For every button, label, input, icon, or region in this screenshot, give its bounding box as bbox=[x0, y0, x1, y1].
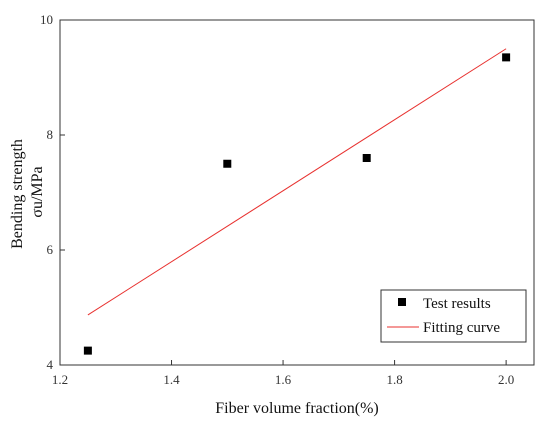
y-tick-label: 4 bbox=[47, 357, 54, 372]
x-tick-label: 1.2 bbox=[52, 372, 68, 387]
y-axis-title-line-2: σu/MPa bbox=[29, 166, 46, 217]
y-tick-label: 6 bbox=[47, 242, 54, 257]
test-result-point bbox=[502, 53, 511, 62]
test-result-point bbox=[83, 346, 92, 355]
y-tick-label: 10 bbox=[40, 12, 53, 27]
legend-marker-test-results bbox=[398, 298, 406, 306]
x-axis-ticks: 1.2 1.4 1.6 1.8 2.0 bbox=[52, 360, 514, 387]
series-layer bbox=[83, 48, 511, 355]
test-result-point bbox=[223, 159, 232, 168]
y-axis-title: Bending strength σu/MPa bbox=[9, 135, 46, 249]
y-tick-label: 8 bbox=[47, 127, 54, 142]
x-tick-label: 1.6 bbox=[275, 372, 292, 387]
plot-frame bbox=[59, 19, 535, 366]
x-tick-label: 1.4 bbox=[163, 372, 180, 387]
y-axis-title-line-1: Bending strength bbox=[9, 139, 26, 249]
x-tick-label: 2.0 bbox=[498, 372, 514, 387]
legend-label-test-results: Test results bbox=[423, 296, 491, 312]
y-axis-ticks: 4 6 8 10 bbox=[40, 12, 65, 372]
legend: Test results Fitting curve bbox=[380, 289, 527, 343]
legend-label-fitting-curve: Fitting curve bbox=[423, 320, 500, 336]
fitting-curve-line bbox=[87, 48, 507, 316]
x-axis-title: Fiber volume fraction(%) bbox=[215, 400, 379, 417]
x-tick-label: 1.8 bbox=[386, 372, 402, 387]
test-result-point bbox=[362, 154, 371, 162]
